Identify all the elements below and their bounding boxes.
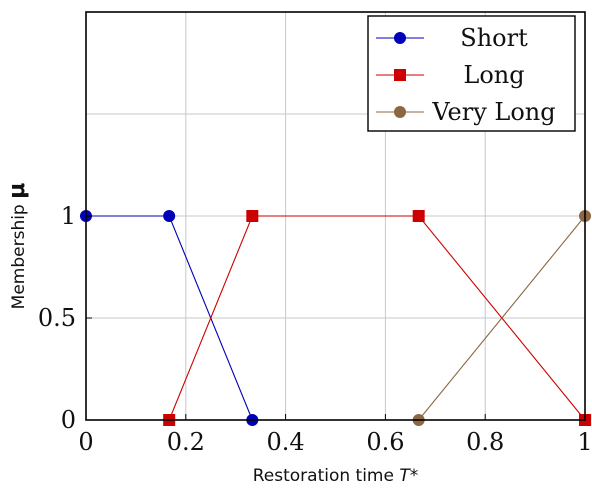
- legend-marker: [394, 106, 406, 118]
- x-axis-label: Restoration time T*: [253, 466, 419, 486]
- y-axis-label-text: Membership: [9, 204, 29, 309]
- legend-label: Long: [463, 61, 524, 89]
- legend-label: Very Long: [431, 98, 555, 126]
- x-tick-label: 0: [78, 428, 93, 456]
- x-axis-label-text: Restoration time: [253, 466, 394, 486]
- legend-marker: [394, 69, 406, 81]
- y-axis-label-symbol: μ: [5, 183, 30, 199]
- data-point: [412, 210, 425, 222]
- y-axis-label: Membership μ: [5, 183, 30, 310]
- legend-item: Short: [376, 24, 528, 52]
- legend-label: Short: [460, 24, 528, 52]
- series-line: [418, 215, 586, 421]
- y-tick-label: 0: [61, 406, 76, 434]
- x-axis-label-variable: T*: [399, 466, 418, 486]
- x-tick-label: 0.4: [267, 428, 305, 456]
- x-tick-label: 0.6: [366, 428, 404, 456]
- x-tick-label: 0.8: [466, 428, 504, 456]
- y-tick-label: 1: [61, 202, 76, 230]
- legend-marker: [394, 32, 406, 44]
- legend-item: Long: [376, 61, 525, 89]
- data-point: [246, 210, 259, 222]
- legend: Short Long Very Long: [367, 15, 576, 132]
- legend-item: Very Long: [376, 98, 556, 126]
- y-tick-label: 0.5: [38, 304, 76, 332]
- data-point: [163, 210, 176, 222]
- tick-labels: 0 0.2 0.4 0.6 0.8 1 0 0.5 1: [38, 202, 592, 456]
- x-tick-label: 1: [577, 428, 592, 456]
- x-tick-label: 0.2: [167, 428, 205, 456]
